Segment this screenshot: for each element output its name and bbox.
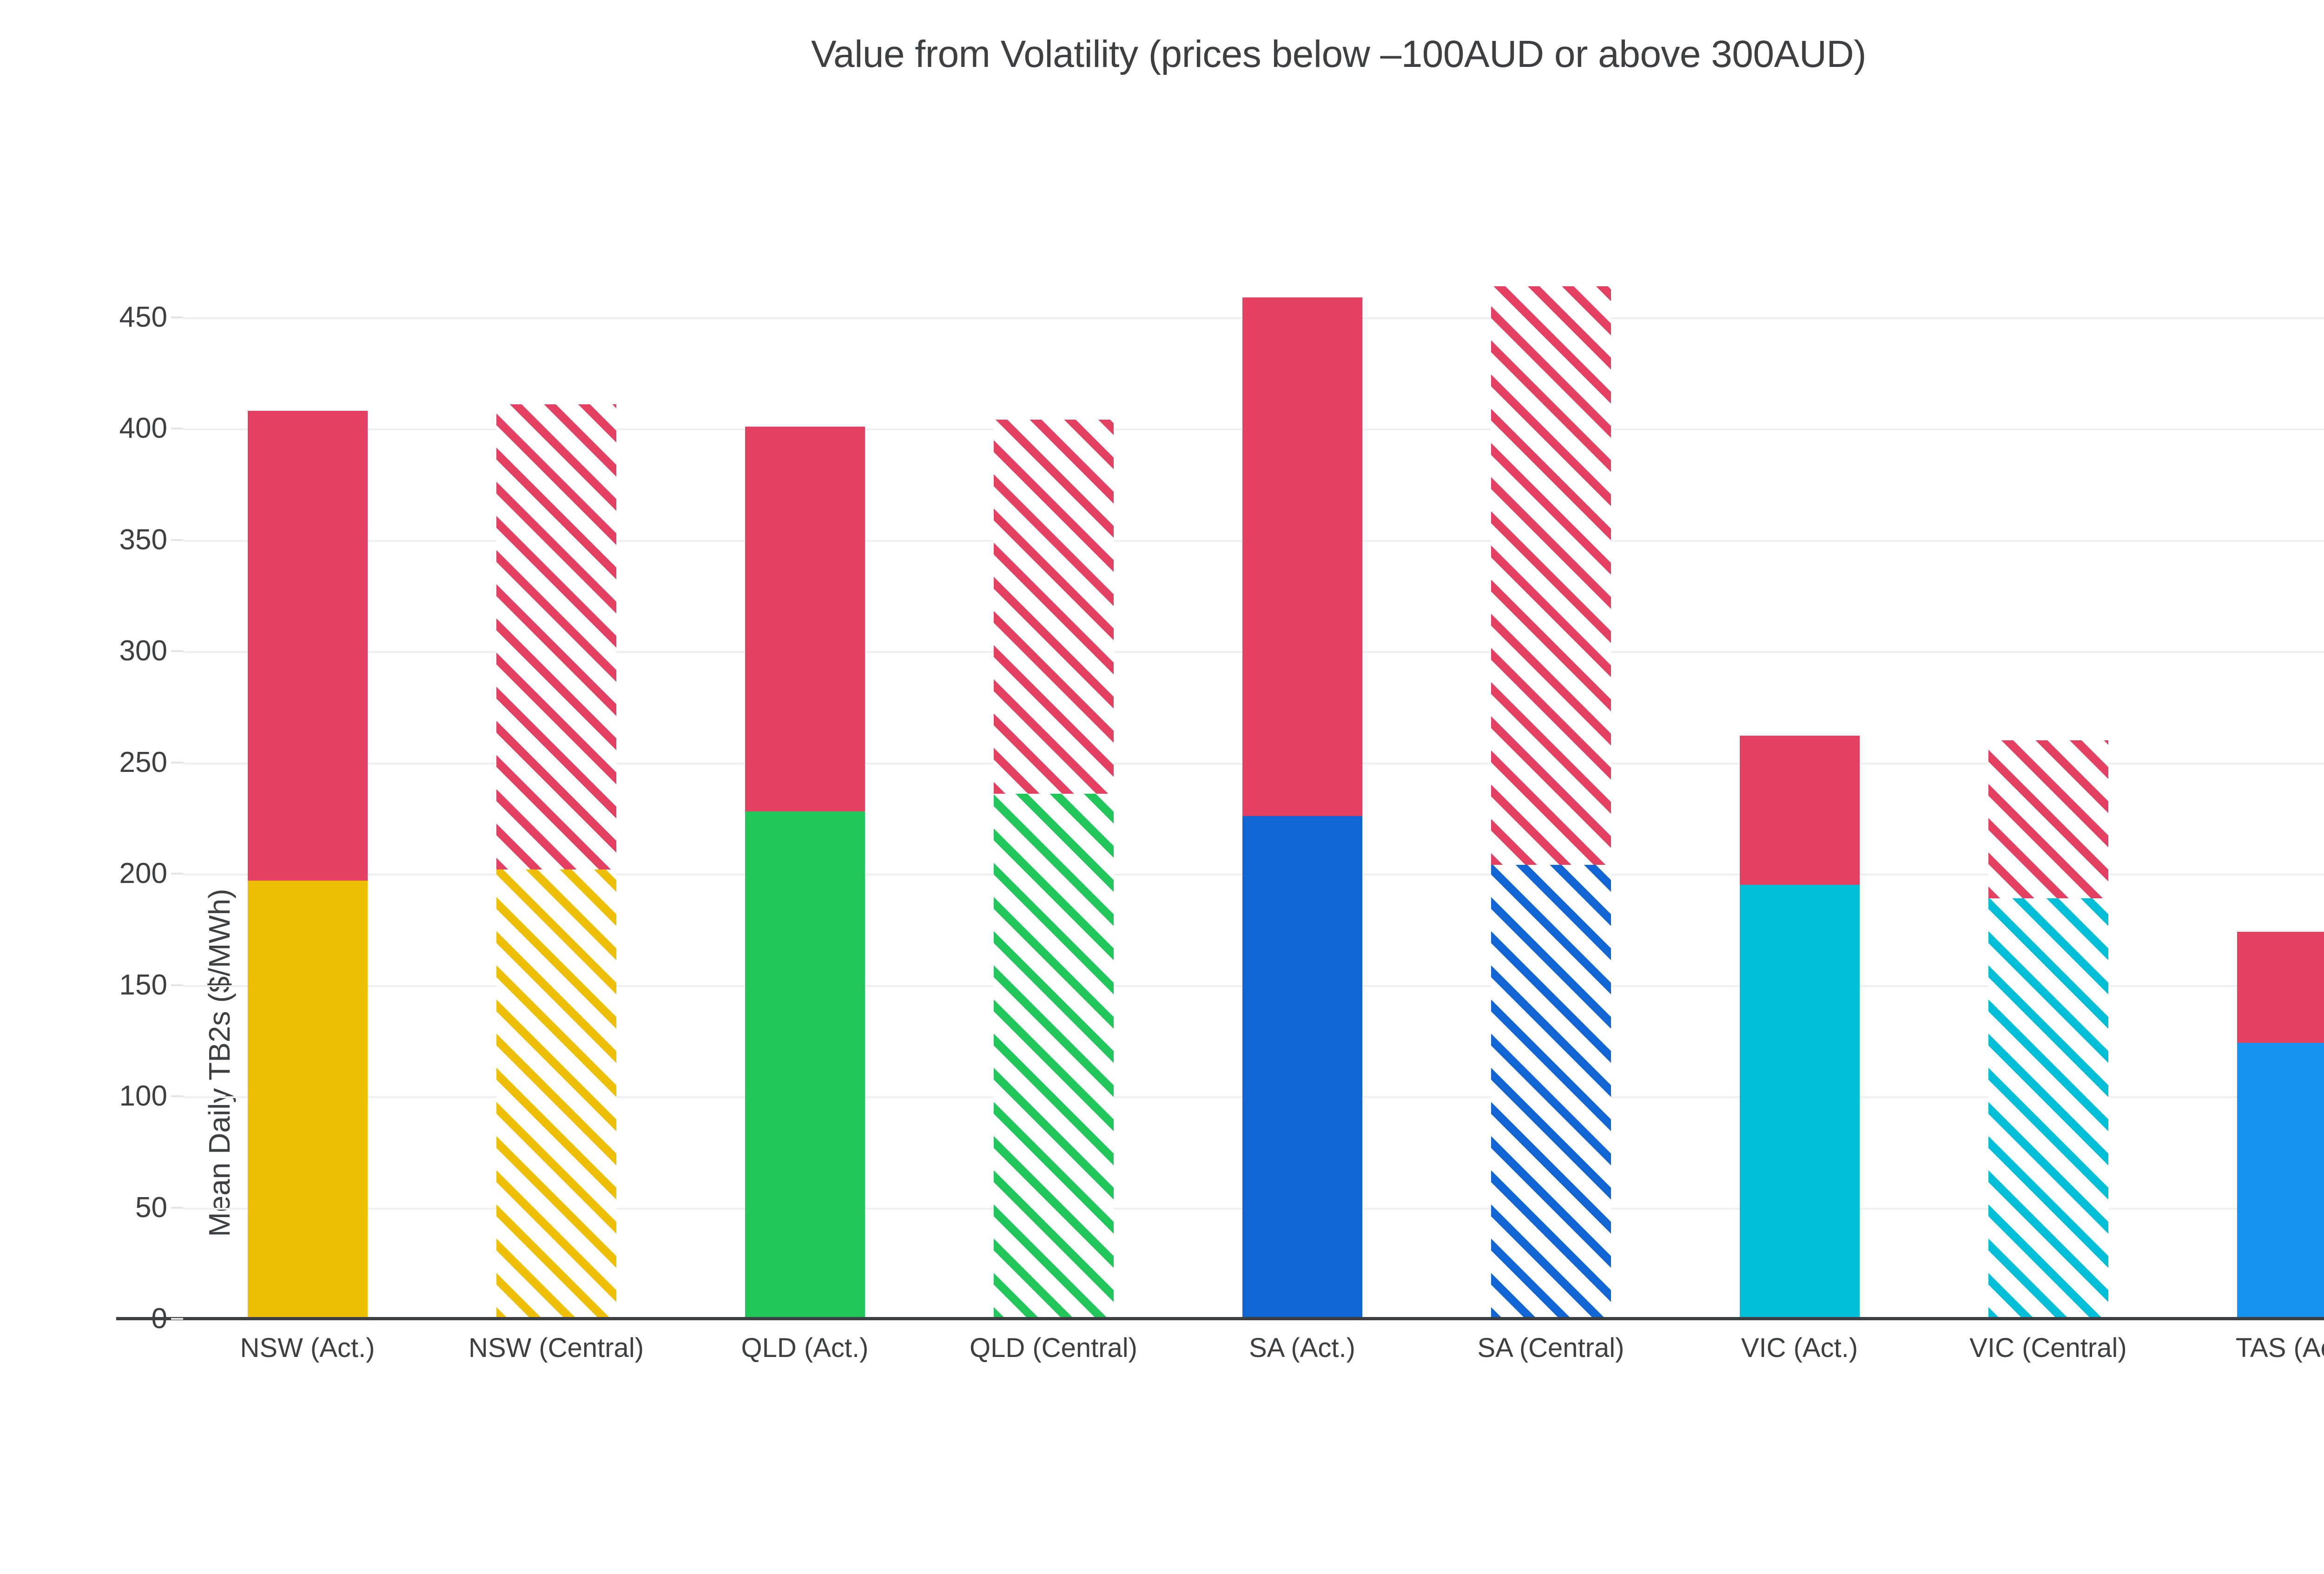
y-axis-tick-mark [171, 984, 183, 986]
bar-segment-base [994, 793, 1114, 1319]
x-axis-tick-label: VIC (Central) [1969, 1333, 2127, 1363]
y-axis-tick-label: 450 [119, 301, 167, 333]
bar-segment-volatility [745, 426, 865, 812]
y-axis-tick-label: 0 [151, 1303, 167, 1335]
bar-segment-volatility [1242, 297, 1362, 816]
x-axis-tick-label: NSW (Act.) [240, 1333, 375, 1363]
bar-tas-actual[interactable] [2237, 931, 2324, 1319]
x-axis-tick-label: VIC (Act.) [1741, 1333, 1858, 1363]
y-axis-tick-label: 100 [119, 1080, 167, 1113]
y-axis-title: Mean Daily TB2s ($/MWh) [203, 889, 236, 1237]
y-axis-tick-mark [171, 650, 183, 652]
x-axis-tick-label: TAS (Act.) [2235, 1333, 2324, 1363]
bar-segment-base [1740, 885, 1860, 1319]
bar-segment-base [1988, 898, 2108, 1319]
bar-nsw-central[interactable] [496, 404, 616, 1319]
y-axis-tick-label: 350 [119, 523, 167, 556]
bar-segment-volatility [1491, 286, 1611, 865]
x-axis-tick-label: SA (Act.) [1249, 1333, 1355, 1363]
chart-figure: Value from Volatility (prices below –100… [116, 33, 2324, 1363]
y-axis-tick-label: 50 [135, 1191, 167, 1224]
bar-segment-volatility [248, 411, 368, 881]
bar-segment-base [2237, 1043, 2324, 1319]
bar-sa-actual[interactable] [1242, 297, 1362, 1319]
y-axis-tick-label: 300 [119, 635, 167, 667]
plot-area: Mean Daily TB2s ($/MWh) [183, 279, 2324, 1319]
x-axis-tick-label: QLD (Central) [970, 1333, 1137, 1363]
bar-segment-base [1491, 865, 1611, 1319]
y-axis-tick-mark [171, 539, 183, 541]
y-axis-tick-mark [171, 428, 183, 430]
bar-segment-volatility [2237, 931, 2324, 1043]
bar-qld-central[interactable] [994, 420, 1114, 1319]
y-axis-tick-mark [171, 1206, 183, 1209]
bar-segment-base [745, 811, 865, 1319]
bar-segment-base [1242, 816, 1362, 1319]
bar-sa-central[interactable] [1491, 286, 1611, 1319]
y-axis-tick-mark [171, 761, 183, 764]
y-axis-tick-mark [171, 1095, 183, 1098]
bar-vic-central[interactable] [1988, 740, 2108, 1319]
x-axis-tick-label: QLD (Act.) [741, 1333, 869, 1363]
y-axis-tick-label: 150 [119, 968, 167, 1001]
bar-segment-base [248, 880, 368, 1319]
x-axis-tick-label: NSW (Central) [468, 1333, 644, 1363]
bar-segment-volatility [1740, 736, 1860, 885]
y-axis-tick-mark [171, 316, 183, 318]
bar-segment-base [496, 869, 616, 1319]
bar-segment-volatility [1988, 740, 2108, 898]
y-axis-tick-label: 400 [119, 412, 167, 445]
x-axis-line [116, 1317, 2324, 1320]
x-axis-tick-label: SA (Central) [1477, 1333, 1624, 1363]
chart-title: Value from Volatility (prices below –100… [811, 33, 1867, 75]
y-axis-tick-mark [171, 873, 183, 875]
y-axis-tick-label: 200 [119, 857, 167, 890]
bar-nsw-actual[interactable] [248, 411, 368, 1319]
y-axis-tick-mark [171, 1318, 183, 1320]
bar-segment-volatility [994, 420, 1114, 794]
bar-segment-volatility [496, 404, 616, 869]
bar-qld-actual[interactable] [745, 426, 865, 1319]
y-axis-tick-label: 250 [119, 746, 167, 778]
bar-vic-actual[interactable] [1740, 736, 1860, 1319]
